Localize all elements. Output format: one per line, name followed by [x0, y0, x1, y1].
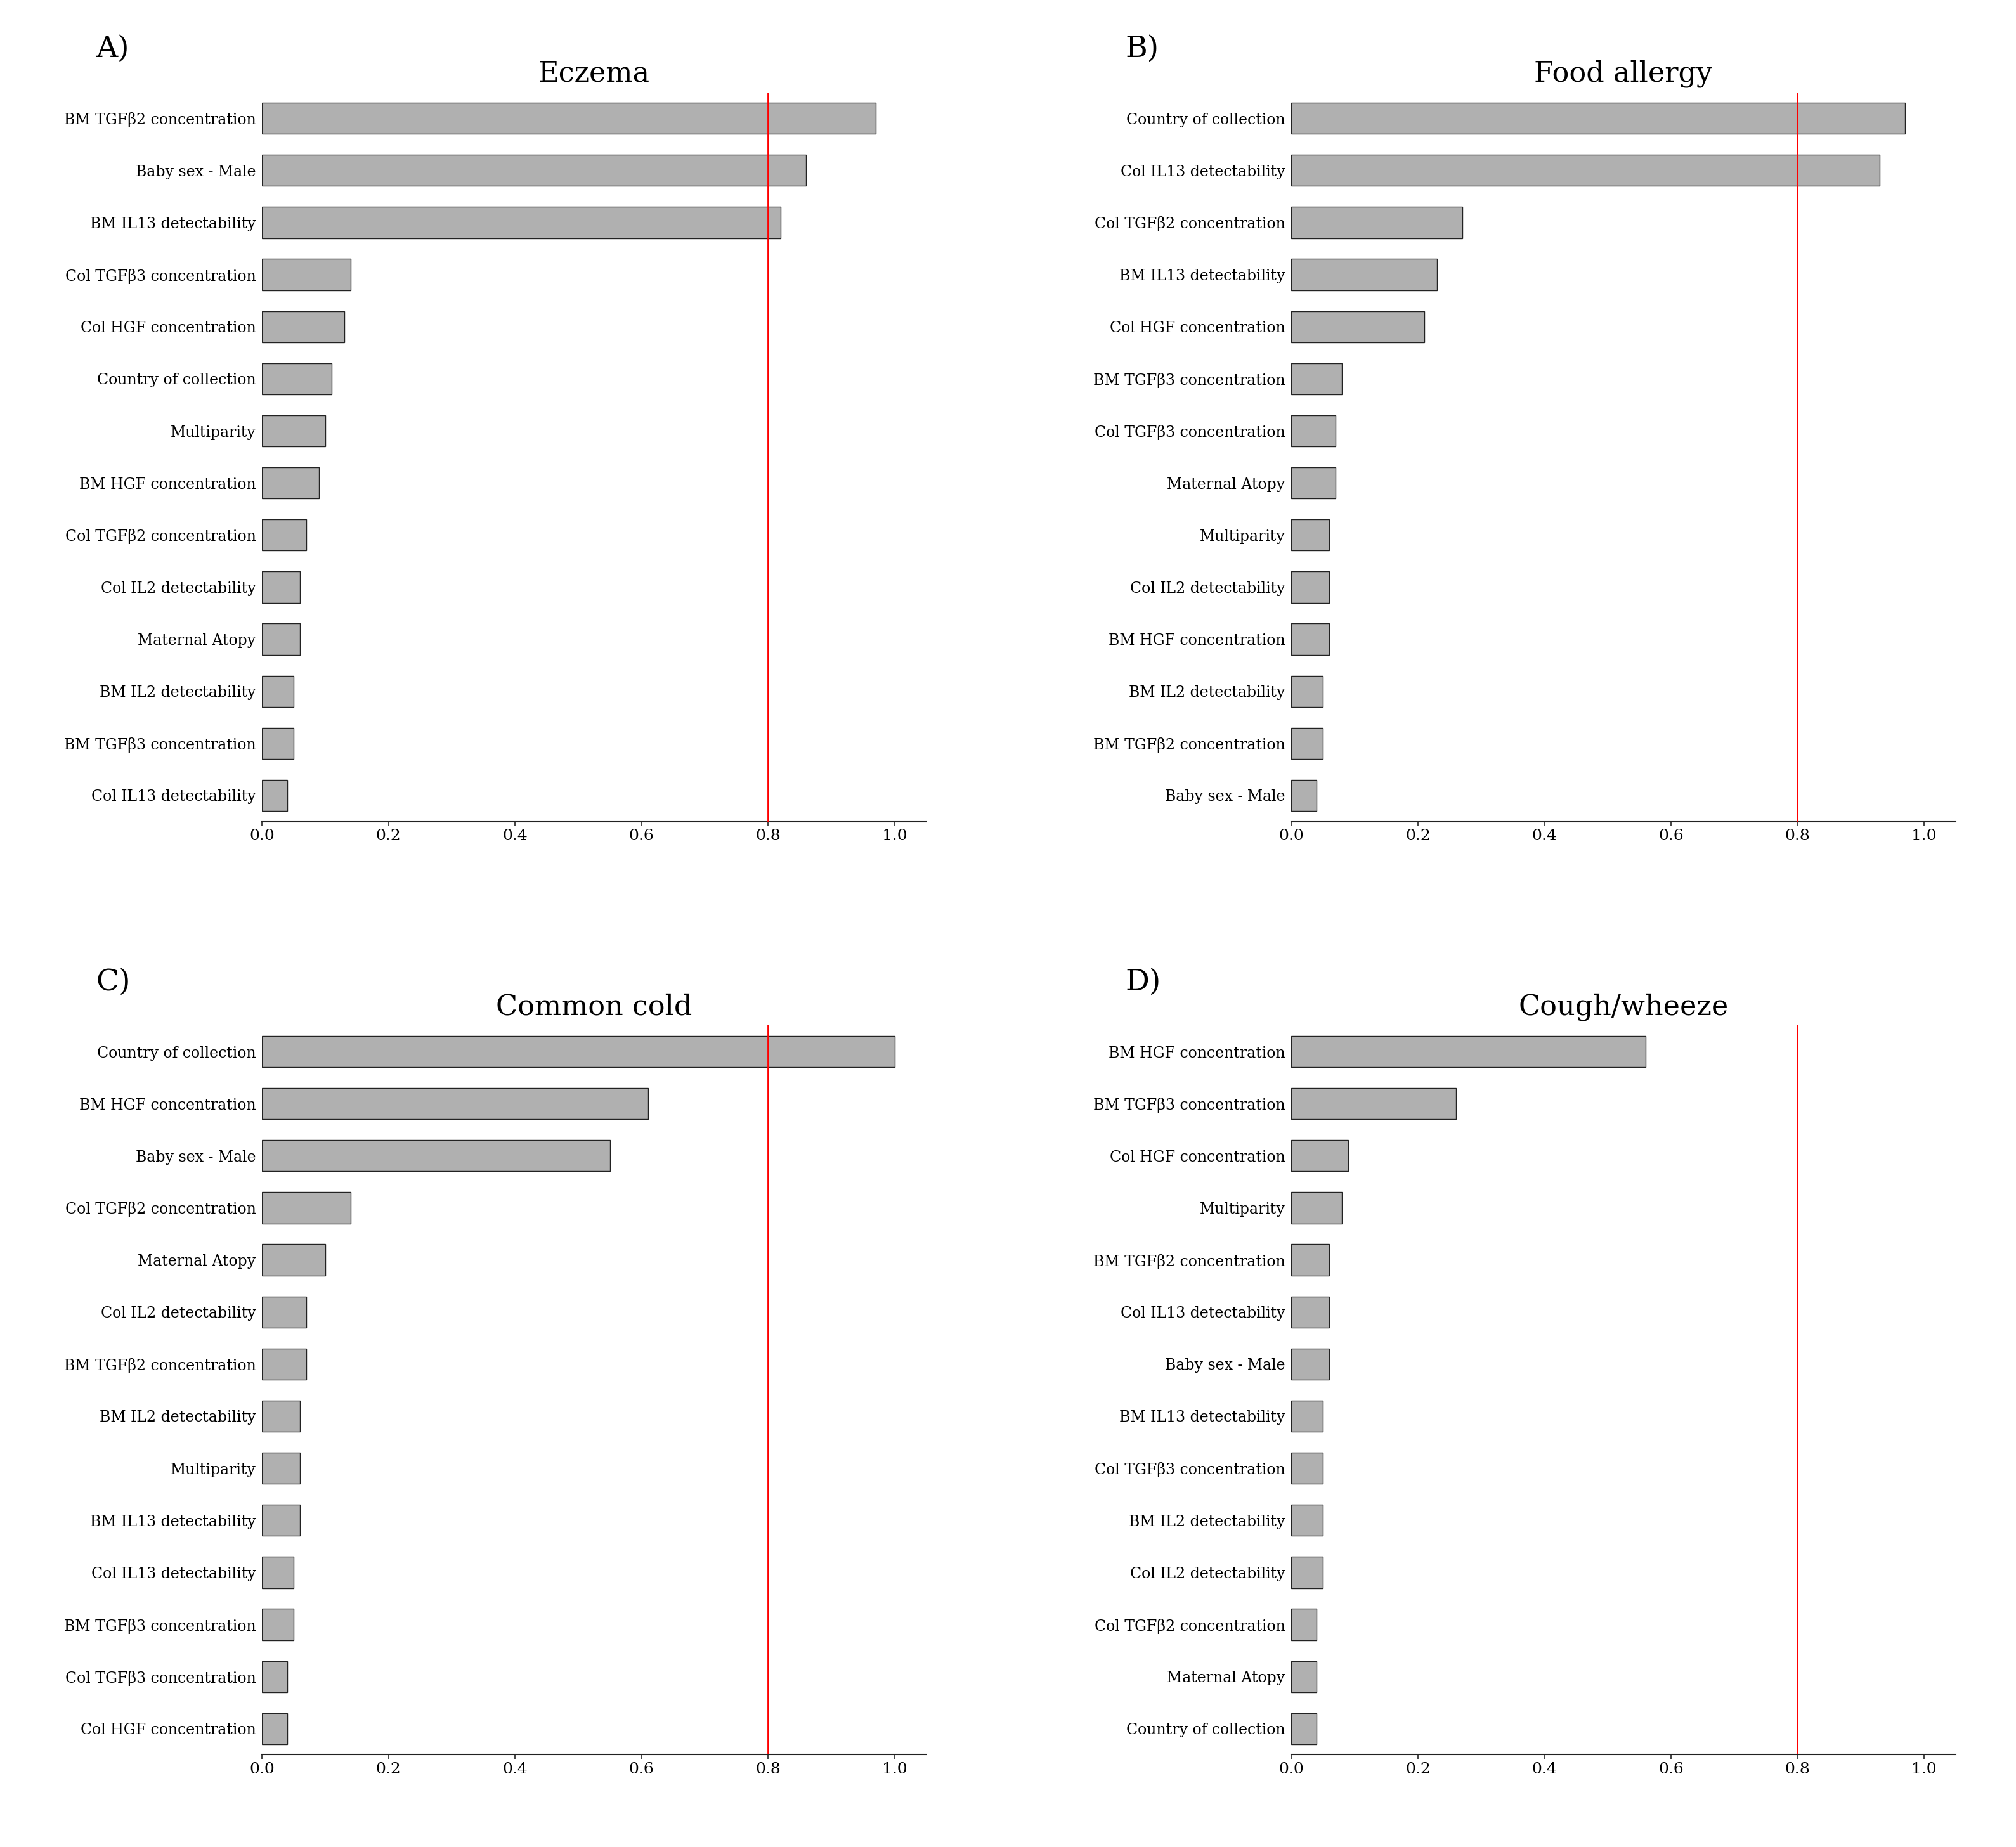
- Bar: [1292, 1452, 1322, 1483]
- Text: A): A): [97, 35, 129, 63]
- Bar: [262, 259, 351, 290]
- Bar: [262, 1712, 288, 1744]
- Bar: [262, 728, 294, 759]
- Bar: [262, 779, 288, 811]
- Bar: [1292, 1660, 1316, 1692]
- Bar: [1292, 1348, 1329, 1380]
- Bar: [1292, 310, 1423, 342]
- Bar: [1292, 1140, 1349, 1171]
- Bar: [262, 1660, 288, 1692]
- Text: D): D): [1125, 968, 1161, 996]
- Bar: [262, 1191, 351, 1223]
- Bar: [1292, 728, 1322, 759]
- Title: Food allergy: Food allergy: [1534, 61, 1714, 89]
- Bar: [262, 467, 319, 499]
- Bar: [1292, 1088, 1456, 1119]
- Bar: [1292, 259, 1437, 290]
- Bar: [262, 155, 806, 187]
- Title: Common cold: Common cold: [496, 994, 691, 1021]
- Bar: [262, 1348, 306, 1380]
- Bar: [262, 1557, 294, 1588]
- Bar: [1292, 779, 1316, 811]
- Bar: [1292, 1557, 1322, 1588]
- Bar: [262, 1036, 895, 1068]
- Bar: [262, 1609, 294, 1640]
- Bar: [1292, 1036, 1645, 1068]
- Bar: [1292, 1609, 1316, 1640]
- Bar: [1292, 1245, 1329, 1276]
- Bar: [1292, 519, 1329, 550]
- Bar: [1292, 103, 1905, 135]
- Bar: [262, 676, 294, 707]
- Bar: [262, 1505, 300, 1537]
- Bar: [1292, 416, 1337, 447]
- Bar: [262, 1088, 647, 1119]
- Bar: [1292, 1712, 1316, 1744]
- Bar: [262, 1452, 300, 1483]
- Title: Eczema: Eczema: [538, 61, 649, 87]
- Bar: [262, 571, 300, 602]
- Bar: [262, 416, 325, 447]
- Bar: [1292, 624, 1329, 656]
- Bar: [1292, 1400, 1322, 1431]
- Bar: [262, 1140, 611, 1171]
- Bar: [262, 624, 300, 656]
- Bar: [262, 207, 780, 238]
- Bar: [1292, 364, 1343, 395]
- Bar: [262, 1245, 325, 1276]
- Bar: [1292, 207, 1462, 238]
- Bar: [1292, 676, 1322, 707]
- Text: C): C): [97, 968, 131, 996]
- Bar: [1292, 155, 1879, 187]
- Bar: [262, 364, 333, 395]
- Bar: [262, 103, 875, 135]
- Bar: [1292, 467, 1337, 499]
- Bar: [262, 519, 306, 550]
- Bar: [1292, 1191, 1343, 1223]
- Bar: [1292, 1505, 1322, 1537]
- Bar: [262, 1400, 300, 1431]
- Bar: [1292, 571, 1329, 602]
- Title: Cough/wheeze: Cough/wheeze: [1518, 994, 1728, 1021]
- Bar: [1292, 1297, 1329, 1328]
- Bar: [262, 1297, 306, 1328]
- Bar: [262, 310, 345, 342]
- Text: B): B): [1125, 35, 1159, 63]
